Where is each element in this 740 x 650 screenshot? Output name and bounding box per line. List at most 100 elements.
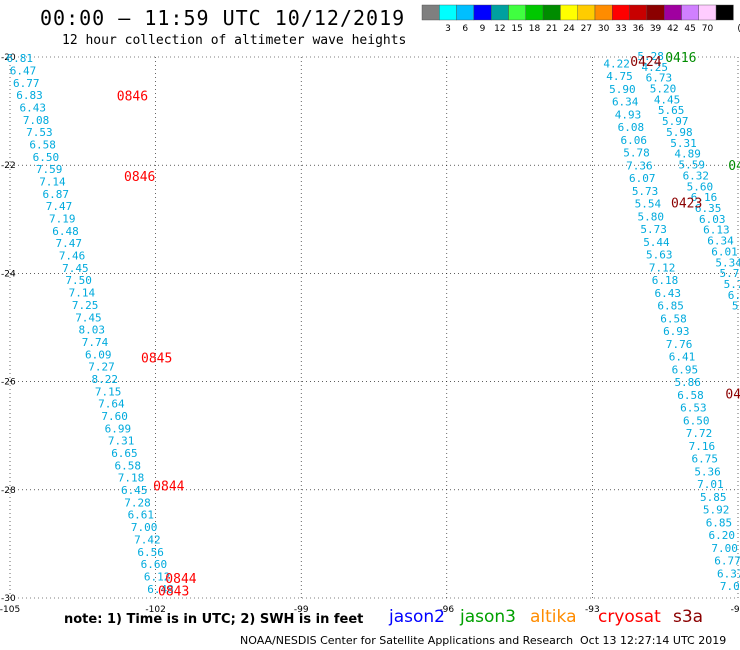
pass-time-label: 0845	[141, 351, 172, 366]
swh-value: 5.73	[632, 185, 659, 198]
swh-value: 5.65	[658, 104, 685, 117]
swh-value: 6.47	[10, 64, 37, 77]
swh-value: 7.25	[72, 299, 99, 312]
swh-value: 6.77	[714, 555, 740, 568]
pass-time-label: 0843	[158, 584, 189, 599]
swh-value: 6.32	[683, 169, 710, 182]
swh-value: 7.14	[69, 287, 96, 300]
swh-value: 7.16	[689, 440, 716, 453]
swh-value: 5.59	[678, 159, 705, 172]
swh-value: 6.65	[111, 447, 138, 460]
swh-value: 6.58	[114, 459, 141, 472]
swh-value: 5.31	[670, 137, 697, 150]
swh-value: 6.03	[699, 213, 726, 226]
swh-value: 6.93	[663, 325, 690, 338]
swh-value: 6.61	[128, 509, 155, 522]
swh-value: 4.89	[674, 148, 701, 161]
satellite-tracks: 6.816.476.776.836.437.087.536.586.507.59…	[6, 50, 740, 596]
swh-value: 7.28	[124, 496, 151, 509]
swh-value: 6.81	[6, 52, 33, 65]
latitude-tick-label: -22	[1, 161, 16, 171]
longitude-tick-label: -99	[294, 605, 309, 615]
pass-time-label: 0846	[124, 170, 155, 185]
swh-value: 6.06	[620, 134, 647, 147]
legend-swatch	[542, 4, 561, 21]
legend-label: 3	[445, 24, 451, 34]
swh-value: 6.45	[121, 484, 148, 497]
swh-value: 6.58	[677, 389, 704, 402]
swh-value: 7.27	[88, 361, 115, 374]
swh-value: 6.43	[20, 101, 47, 114]
legend-label: 24	[563, 24, 575, 34]
legend-swatch	[681, 4, 699, 21]
swh-value: 5.63	[646, 249, 673, 262]
swh-value: 4.75	[606, 70, 633, 83]
swh-value: 6.53	[680, 402, 707, 415]
pass-time-label: 0846	[117, 89, 148, 104]
legend-swatch	[439, 4, 457, 21]
swh-value: 6.34	[612, 96, 639, 109]
swh-value: 7.12	[649, 261, 676, 274]
swh-value: 5.28	[637, 50, 664, 63]
swh-value: 6.50	[33, 151, 60, 164]
swh-value: 7.50	[65, 274, 92, 287]
swh-value: 7.00	[711, 542, 738, 555]
swh-value: 5.73	[640, 223, 667, 236]
swh-value: 6.13	[703, 224, 730, 237]
legend-swatch	[664, 4, 682, 21]
legend-swatch	[508, 4, 526, 21]
swh-value: 7.15	[95, 385, 122, 398]
swh-value: 7.01	[697, 478, 724, 491]
swh-value: 7.60	[101, 410, 128, 423]
swh-value: 5.44	[643, 236, 670, 249]
pass-time-labels: 0846084608450844084408430424042304220416…	[117, 51, 740, 599]
legend-label: 27	[581, 24, 592, 34]
credit-line: NOAA/NESDIS Center for Satellite Applica…	[240, 634, 574, 647]
swh-value: 7.31	[108, 435, 135, 448]
mission-altika: altika	[530, 607, 577, 627]
legend-swatch	[525, 4, 544, 21]
generated-timestamp: Oct 13 12:27:14 UTC 2019	[580, 634, 727, 647]
swh-value: 6.37	[717, 567, 740, 580]
swh-value: 5.92	[703, 504, 730, 517]
swh-value: 5.78	[623, 147, 650, 160]
swh-value: 6.12	[144, 570, 171, 583]
swh-value: 6.83	[16, 89, 43, 102]
swh-value: 5.54	[635, 198, 662, 211]
swh-value: 6.85	[706, 516, 733, 529]
axis-ticks: -105 -102 -99 -96 -93 -90 -20 -22 -24 -26 -28 -30	[0, 53, 740, 615]
swh-value: 4.93	[615, 108, 642, 121]
swh-value: 6.77	[13, 77, 40, 90]
latitude-tick-label: -24	[1, 269, 16, 279]
legend-label: 21	[546, 24, 557, 34]
swh-value: 5.98	[666, 126, 693, 139]
legend-swatch	[646, 4, 665, 21]
swh-value: 7.76	[666, 338, 693, 351]
pass-time-label: 0416	[665, 51, 696, 66]
swh-value: 6.48	[147, 583, 174, 596]
swh-value: 6.50	[683, 414, 710, 427]
legend-label: 33	[615, 24, 626, 34]
swh-value: 7.45	[62, 262, 89, 275]
swh-value: 7.08	[23, 114, 50, 127]
swh-value: 6.16	[691, 191, 718, 204]
legend-swatch	[698, 4, 717, 21]
mission-jason2: jason2	[389, 607, 445, 627]
swh-value: 7.36	[626, 159, 653, 172]
swh-value: 6.85	[657, 300, 684, 313]
legend-swatch	[473, 4, 492, 21]
swh-value: 5.36	[694, 465, 721, 478]
longitude-tick-label: -102	[145, 605, 165, 615]
legend-swatch	[421, 4, 440, 21]
swh-value: 5.73	[724, 278, 740, 291]
swh-value: 7.47	[46, 200, 73, 213]
pass-time-label: 0424	[630, 55, 661, 70]
mission-s3a: s3a	[673, 607, 704, 627]
swh-value: 5.97	[662, 115, 689, 128]
swh-value: 6.75	[691, 453, 718, 466]
latitude-tick-label: -20	[1, 53, 16, 63]
legend-label: 39	[650, 24, 662, 34]
swh-value: 5.86	[674, 376, 701, 389]
map-title: 00:00 – 11:59 UTC 10/12/2019	[40, 6, 406, 30]
